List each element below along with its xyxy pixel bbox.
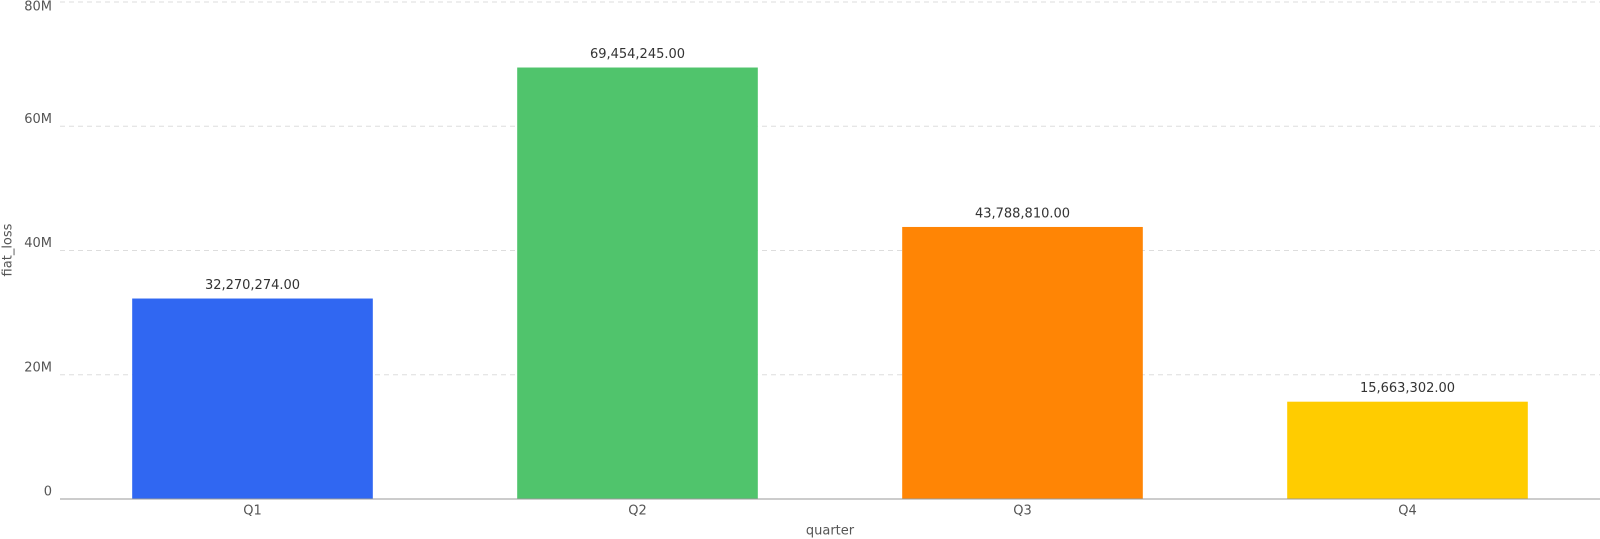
- y-tick-label: 20M: [24, 360, 52, 375]
- bar: [517, 67, 758, 499]
- x-tick-label: Q4: [1398, 504, 1417, 519]
- x-axis-title: quarter: [806, 524, 855, 539]
- x-tick-label: Q1: [243, 504, 262, 519]
- bar: [1287, 401, 1528, 499]
- y-tick-label: 80M: [24, 0, 52, 15]
- value-label: 15,663,302.00: [1360, 381, 1455, 396]
- x-tick-label: Q2: [628, 504, 647, 519]
- y-tick-label: 40M: [24, 236, 52, 251]
- bar: [132, 298, 373, 499]
- y-axis-title: fiat_loss: [1, 223, 16, 276]
- y-tick-label: 60M: [24, 112, 52, 127]
- y-tick-label: 0: [44, 485, 52, 500]
- x-tick-label: Q3: [1013, 504, 1032, 519]
- value-label: 69,454,245.00: [590, 47, 685, 62]
- bar: [902, 226, 1143, 499]
- value-label: 32,270,274.00: [205, 278, 300, 293]
- value-label: 43,788,810.00: [975, 206, 1070, 221]
